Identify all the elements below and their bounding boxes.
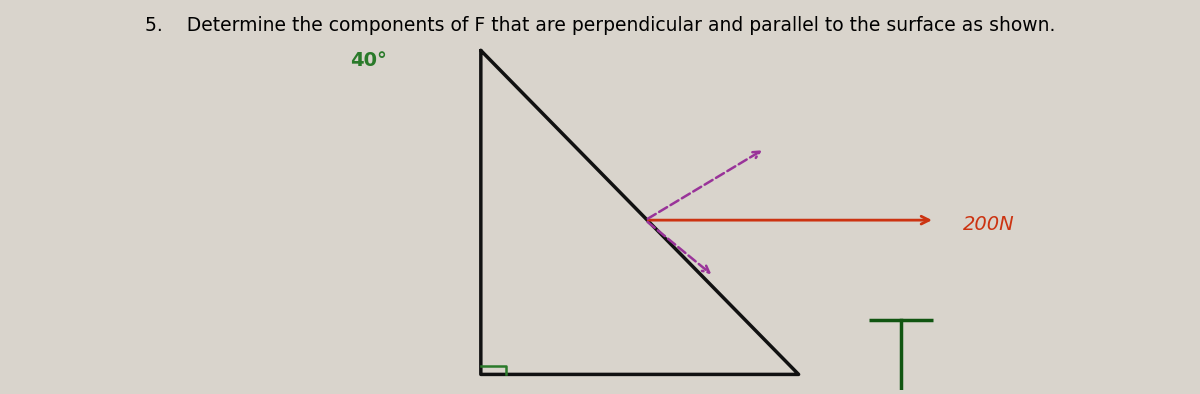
- Text: 40°: 40°: [350, 51, 388, 70]
- Text: 200N: 200N: [964, 215, 1015, 234]
- Text: 5.    Determine the components of F that are perpendicular and parallel to the s: 5. Determine the components of F that ar…: [145, 16, 1055, 35]
